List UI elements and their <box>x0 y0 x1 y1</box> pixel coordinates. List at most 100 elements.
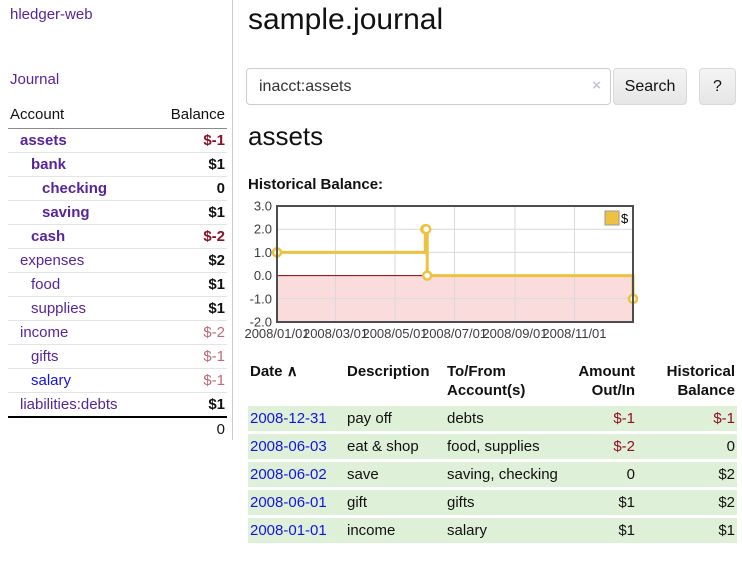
transaction-date-link[interactable]: 2008-06-02 <box>250 466 327 483</box>
search-input[interactable] <box>246 68 611 105</box>
transaction-amount-cell: $1 <box>560 518 637 546</box>
account-name-cell: gifts <box>8 344 152 369</box>
sidebar-account-link[interactable]: expenses <box>20 252 85 269</box>
transaction-accounts-cell: gifts <box>445 490 560 518</box>
sidebar-account-link[interactable]: bank <box>31 156 67 173</box>
sidebar-account-link[interactable]: cash <box>31 228 66 245</box>
transaction-date-link[interactable]: 2008-12-31 <box>250 410 327 427</box>
account-balance-cell: $1 <box>151 200 227 225</box>
sidebar-account-link[interactable]: income <box>20 324 69 341</box>
account-balance-cell: $-2 <box>151 224 227 249</box>
account-column-header: Account <box>8 102 152 129</box>
description-column-header: Description <box>347 363 430 380</box>
account-row: bank $1 <box>8 152 227 177</box>
account-name-cell: saving <box>8 200 152 225</box>
search-field-wrapper: × <box>246 68 611 105</box>
balance-column-header: Historical Balance <box>666 363 735 399</box>
transaction-date-cell: 2008-06-02 <box>248 462 345 490</box>
account-name-cell: food <box>8 272 152 297</box>
sidebar-account-link[interactable]: saving <box>42 204 90 221</box>
transaction-amount-cell: 0 <box>560 462 637 490</box>
transaction-balance-cell: 0 <box>637 434 737 462</box>
data-point-marker <box>420 223 432 235</box>
account-total-row: 0 <box>8 416 227 441</box>
account-name-cell: supplies <box>8 296 152 321</box>
page-title: sample.journal <box>248 3 444 36</box>
x-axis-tick-label: 2008/09/01 <box>482 326 547 341</box>
brand-link[interactable]: hledger-web <box>10 6 93 23</box>
search-button[interactable]: Search <box>613 68 687 105</box>
sidebar-account-link[interactable]: gifts <box>31 348 59 365</box>
transaction-amount-cell: $-2 <box>560 434 637 462</box>
account-name-cell: assets <box>8 128 152 153</box>
account-balance-cell: $-1 <box>151 128 227 153</box>
plot-border <box>276 205 634 323</box>
account-name-cell: cash <box>8 224 152 249</box>
sidebar-account-link[interactable]: supplies <box>31 300 87 317</box>
account-row: gifts $-1 <box>8 344 227 369</box>
y-axis-tick-label: 1.0 <box>254 245 272 260</box>
account-balance-cell: 0 <box>151 176 227 201</box>
balance-column-header: Balance <box>151 102 227 129</box>
x-axis-tick-label: 2008/05/01 <box>362 326 427 341</box>
accounts-column-header: To/From Account(s) <box>447 363 526 399</box>
transaction-row: 2008-01-01 income salary $1 $1 <box>248 518 737 546</box>
x-axis-tick-label: 2008/01/01 <box>244 326 309 341</box>
transaction-accounts-cell: debts <box>445 406 560 434</box>
account-balance-cell: $-1 <box>151 344 227 369</box>
account-total-balance: 0 <box>151 416 227 441</box>
account-name-cell: checking <box>8 176 152 201</box>
account-name-cell: bank <box>8 152 152 177</box>
help-button[interactable]: ? <box>699 68 736 105</box>
legend-swatch <box>604 210 620 226</box>
account-name-cell: salary <box>8 368 152 393</box>
transaction-row: 2008-12-31 pay off debts $-1 $-1 <box>248 406 737 434</box>
account-balance-cell: $2 <box>151 248 227 273</box>
y-axis-tick-label: 2.0 <box>254 222 272 237</box>
sidebar-account-link[interactable]: assets <box>20 132 67 149</box>
y-axis-tick-label: 0.0 <box>254 268 272 283</box>
chart-label: Historical Balance: <box>248 176 384 193</box>
transaction-row: 2008-06-02 save saving, checking 0 $2 <box>248 462 737 490</box>
historical-balance-chart: 3.0 2.0 1.0 0.0 -1.0 -2.02008/01/012008/03/01… <box>244 199 639 341</box>
sidebar-account-link[interactable]: food <box>31 276 61 293</box>
account-balance-table: Account Balance assets $-1 bank $1 checking 0… <box>8 102 227 441</box>
amount-column-header: Amount Out/In <box>578 363 635 399</box>
y-axis-tick-label: -1.0 <box>250 291 272 306</box>
account-row: assets $-1 <box>8 128 227 153</box>
transaction-row: 2008-06-01 gift gifts $1 $2 <box>248 490 737 518</box>
account-row: liabilities:debts $1 <box>8 392 227 418</box>
account-row: checking 0 <box>8 176 227 201</box>
sidebar-account-link[interactable]: checking <box>42 180 108 197</box>
legend-label: $ <box>621 211 629 226</box>
sidebar-account-link[interactable]: liabilities:debts <box>20 396 118 413</box>
transaction-amount-cell: $1 <box>560 490 637 518</box>
sidebar-item-journal[interactable]: Journal <box>10 71 60 88</box>
clear-search-icon[interactable]: × <box>592 77 601 94</box>
account-balance-cell: $-1 <box>151 368 227 393</box>
x-axis-tick-label: 2008/07/01 <box>422 326 487 341</box>
transaction-date-link[interactable]: 2008-06-01 <box>250 494 327 511</box>
account-row: supplies $1 <box>8 296 227 321</box>
account-name-cell: liabilities:debts <box>8 392 152 418</box>
date-column-header[interactable]: Date ∧ <box>248 360 345 406</box>
sidebar-account-link[interactable]: salary <box>31 372 72 389</box>
account-balance-cell: $1 <box>151 296 227 321</box>
account-total-spacer <box>8 416 152 441</box>
account-row: cash $-2 <box>8 224 227 249</box>
sort-ascending-icon: ∧ <box>286 363 298 380</box>
account-balance-cell: $-2 <box>151 320 227 345</box>
transaction-date-link[interactable]: 2008-06-03 <box>250 438 327 455</box>
transaction-balance-cell: $1 <box>637 518 737 546</box>
transaction-date-cell: 2008-06-01 <box>248 490 345 518</box>
transaction-balance-cell: $2 <box>637 462 737 490</box>
account-name-cell: expenses <box>8 248 152 273</box>
x-axis-tick-label: 2008/03/01 <box>303 326 368 341</box>
account-row: expenses $2 <box>8 248 227 273</box>
account-row: food $1 <box>8 272 227 297</box>
register-header-row: Date ∧ Description To/From Account(s) Am… <box>248 360 737 406</box>
date-header-label: Date <box>250 363 283 380</box>
transaction-date-link[interactable]: 2008-01-01 <box>250 522 327 539</box>
transaction-accounts-cell: salary <box>445 518 560 546</box>
